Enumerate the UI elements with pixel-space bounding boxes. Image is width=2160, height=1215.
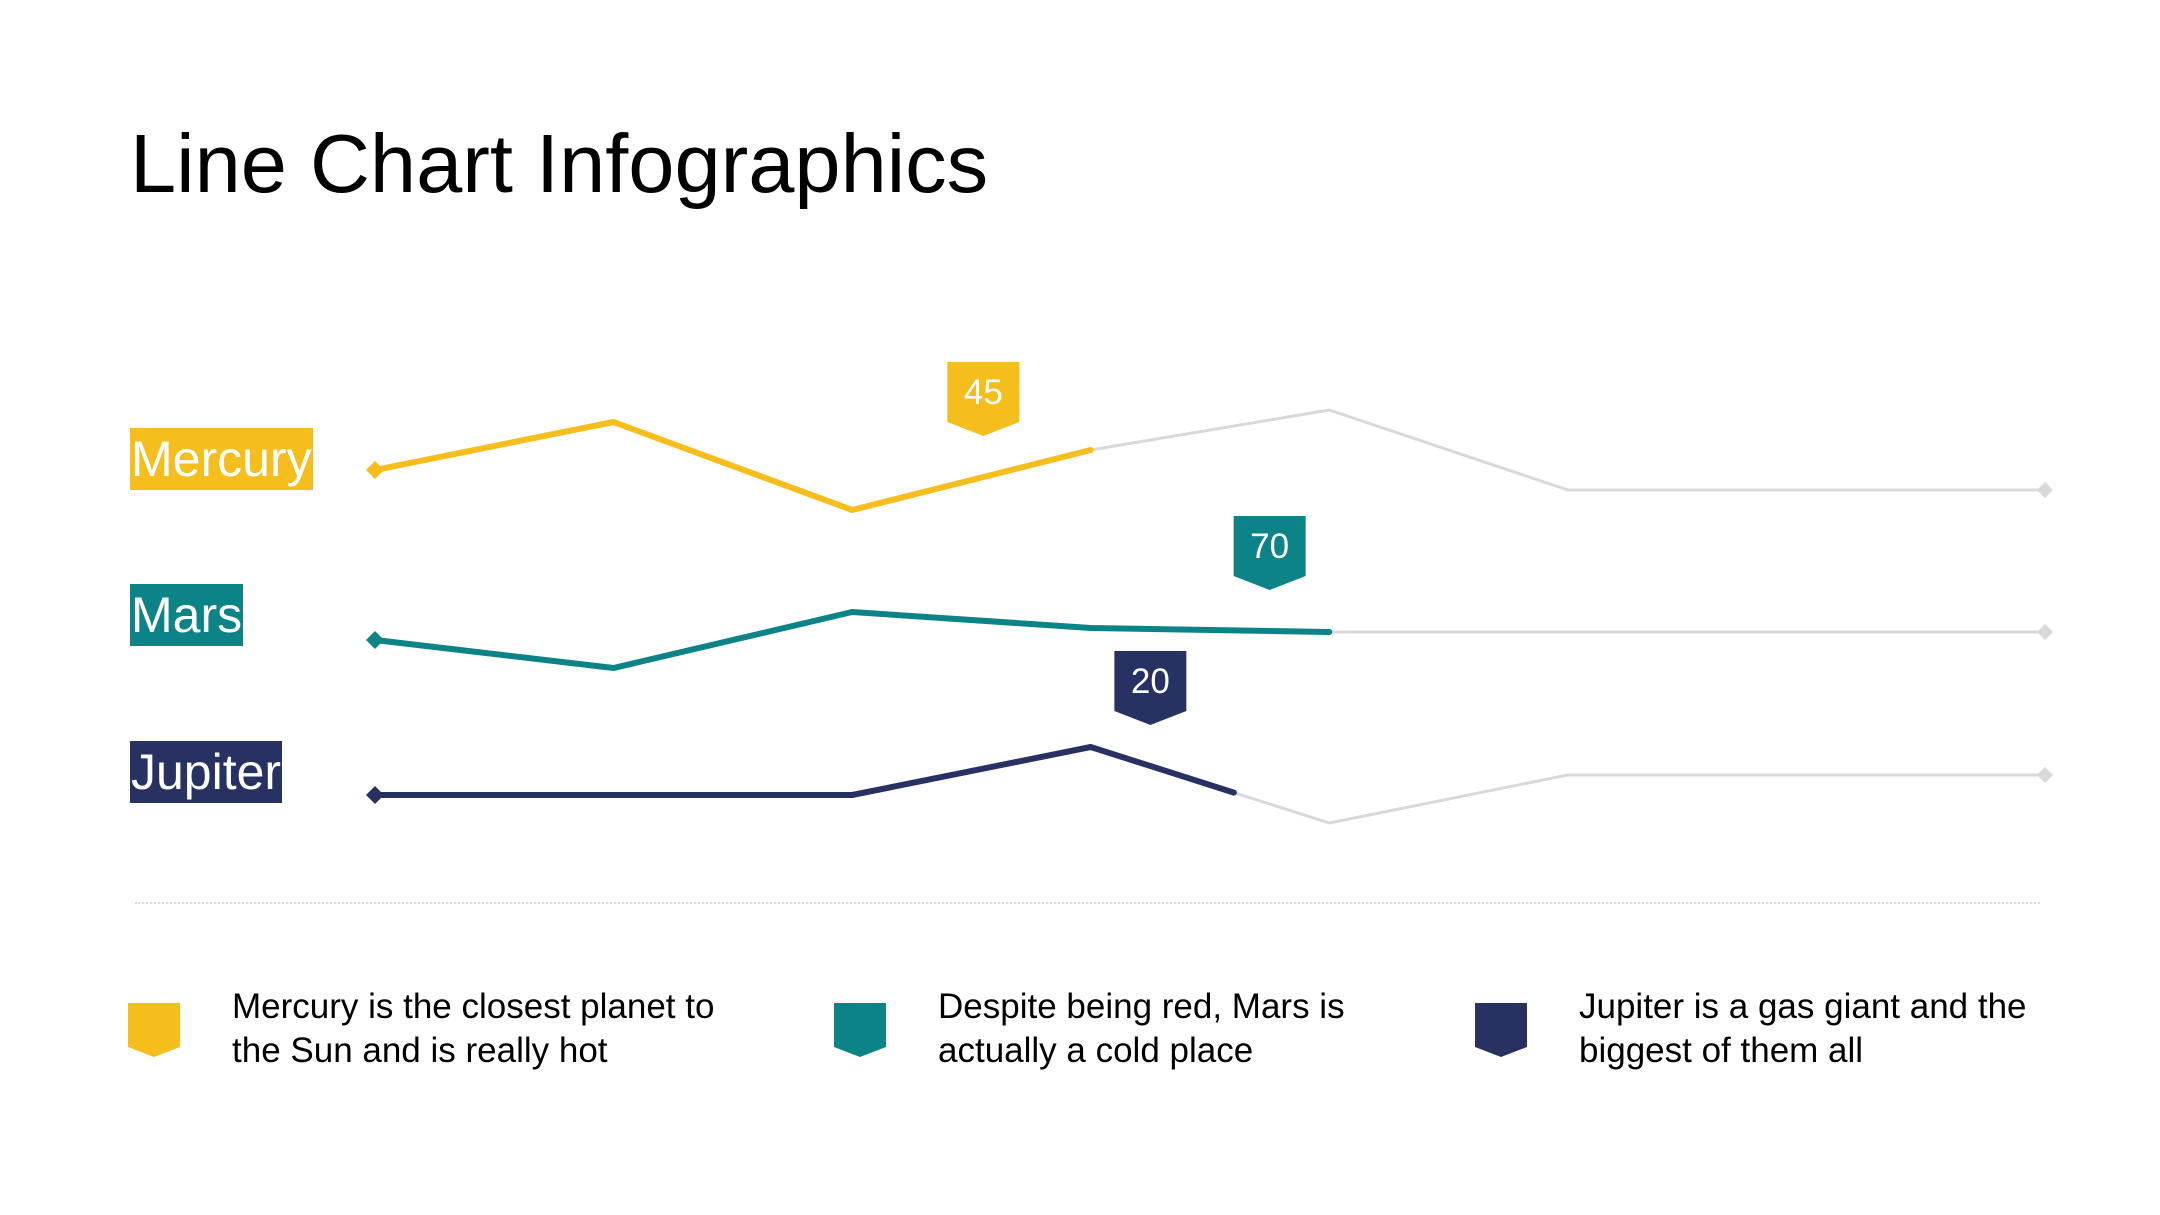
series-label-mercury: Mercury bbox=[130, 428, 313, 490]
value-tag-label-mars: 70 bbox=[1250, 527, 1289, 566]
value-tag-label-jupiter: 20 bbox=[1131, 662, 1170, 701]
value-tag-jupiter bbox=[1114, 651, 1187, 725]
series-end-point-mars bbox=[2037, 624, 2053, 640]
series-line-mars-inactive bbox=[374, 610, 2045, 670]
series-line-jupiter bbox=[372, 744, 1237, 798]
legend-text-mercury: Mercury is the closest planet to the Sun… bbox=[232, 987, 715, 1070]
series-label-mars: Mars bbox=[130, 584, 244, 646]
value-tag-mercury bbox=[947, 362, 1020, 436]
series-line-mercury bbox=[372, 419, 1094, 513]
jupiter-marker-icon bbox=[1475, 1003, 1527, 1057]
series-end-point-mercury bbox=[2037, 482, 2053, 498]
legend-text-jupiter: Jupiter is a gas giant and the biggest o… bbox=[1579, 987, 2027, 1070]
mercury-marker-icon bbox=[128, 1003, 180, 1057]
value-tag-label-mercury: 45 bbox=[964, 373, 1003, 412]
mars-marker-icon bbox=[834, 1003, 886, 1057]
series-end-point-jupiter bbox=[2037, 767, 2053, 783]
series-line-mars bbox=[372, 609, 1333, 671]
series-start-point-mercury bbox=[366, 461, 384, 479]
series-start-point-jupiter bbox=[366, 786, 384, 804]
divider bbox=[135, 902, 2040, 904]
value-tag-mars bbox=[1233, 516, 1306, 590]
legend-text-mars: Despite being red, Mars is actually a co… bbox=[938, 987, 1345, 1070]
series-label-jupiter: Jupiter bbox=[130, 741, 283, 803]
slide-title: Line Chart Infographics bbox=[130, 117, 989, 210]
series-start-point-mars bbox=[366, 631, 384, 649]
